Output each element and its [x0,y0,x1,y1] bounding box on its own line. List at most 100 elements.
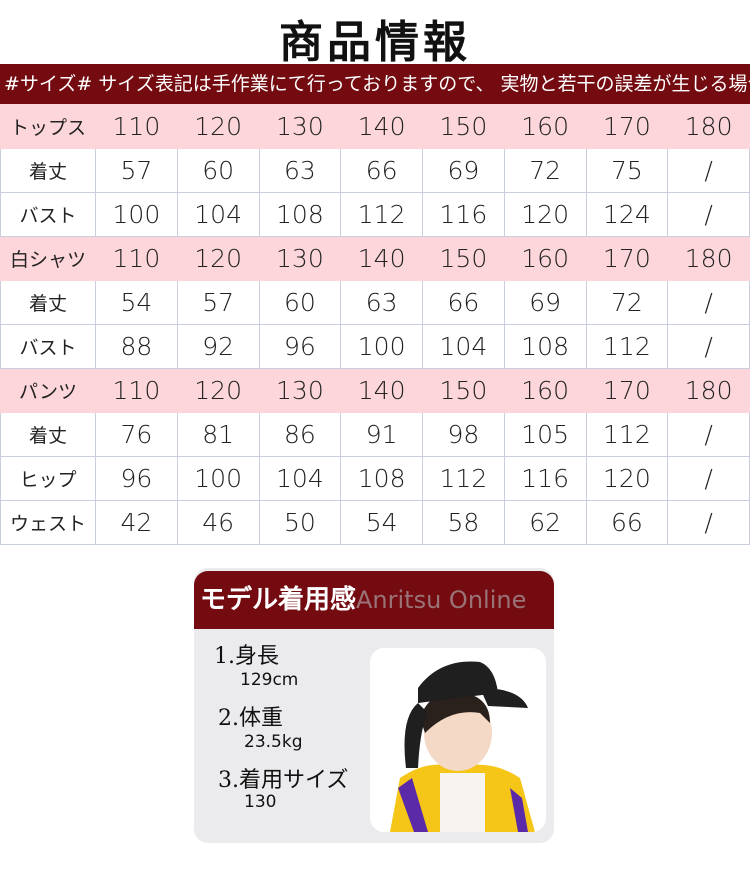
measurement-cell: 104 [258,456,342,501]
measurement-cell: 98 [422,412,505,457]
table-row: ヒップ 96 100 104 108 112 116 120/ [0,456,750,501]
size-table: トップス 110 120 130 140 150 160 170 180 着丈 57 60 63 66 69… [0,104,750,545]
size-header-row: パンツ 110 120 130 140 150 160 170 180 [0,368,750,413]
size-cell: 110 [95,236,178,281]
measurement-cell: 66 [585,500,669,545]
size-cell: 140 [340,236,423,281]
measurement-cell: / [667,280,750,325]
size-cell: 160 [503,368,587,413]
measurement-cell: 76 [95,412,178,457]
model-heading: モデル着用感 [200,585,357,615]
measurement-cell: 100 [95,192,178,237]
measurement-cell: 96 [95,456,178,501]
measurement-cell: 108 [340,456,423,501]
measurement-cell: 69 [503,280,587,325]
row-label: 着丈 [0,148,96,193]
table-row: バスト 100 104 108 112 116 120 124/ [0,192,750,237]
size-cell: 180 [667,104,750,149]
table-row: バスト 88 92 96 100 104 108 112/ [0,324,750,369]
measurement-cell: / [667,456,750,501]
measurement-cell: / [667,148,750,193]
measurement-cell: 66 [340,148,423,193]
measurement-cell: 104 [176,192,260,237]
size-cell: 150 [422,368,505,413]
measurement-cell: 54 [340,500,423,545]
measurement-cell: 42 [95,500,178,545]
measurement-cell: / [667,324,750,369]
size-cell: 130 [258,368,342,413]
size-value: 130 [244,792,277,812]
measurement-cell: 96 [258,324,342,369]
measurement-cell: 72 [585,280,669,325]
measurement-cell: 112 [585,324,669,369]
measurement-cell: 124 [585,192,669,237]
watermark-text: Anritsu Online [356,586,527,614]
size-cell: 140 [340,104,423,149]
size-cell: 110 [95,104,178,149]
measurement-cell: 66 [422,280,505,325]
size-cell: 150 [422,236,505,281]
measurement-cell: 88 [95,324,178,369]
measurement-cell: 116 [503,456,587,501]
measurement-cell: 60 [176,148,260,193]
measurement-cell: 112 [422,456,505,501]
measurement-cell: 100 [176,456,260,501]
measurement-cell: 105 [503,412,587,457]
measurement-cell: 69 [422,148,505,193]
size-notice-banner: #サイズ# サイズ表記は手作業にて行っておりますので、 実物と若干の誤差が生じる… [0,64,750,104]
row-label: パンツ [0,368,96,413]
measurement-cell: 75 [585,148,669,193]
measurement-cell: 112 [585,412,669,457]
size-cell: 160 [503,236,587,281]
size-cell: 180 [667,368,750,413]
weight-value: 23.5kg [244,732,303,752]
size-cell: 130 [258,104,342,149]
size-cell: 140 [340,368,423,413]
measurement-cell: 86 [258,412,342,457]
row-label: 白シャツ [0,236,96,281]
row-label: 着丈 [0,412,96,457]
size-cell: 120 [176,104,260,149]
row-label: ヒップ [0,456,96,501]
model-photo [370,648,546,832]
measurement-cell: 116 [422,192,505,237]
measurement-cell: 92 [176,324,260,369]
measurement-cell: 63 [258,148,342,193]
measurement-cell: 112 [340,192,423,237]
table-row: ウェスト 42 46 50 54 58 62 66/ [0,500,750,545]
row-label: トップス [0,104,96,149]
measurement-cell: 91 [340,412,423,457]
height-label: 1.身長 [214,644,279,669]
row-label: ウェスト [0,500,96,545]
size-header-row: 白シャツ 110 120 130 140 150 160 170 180 [0,236,750,281]
size-cell: 110 [95,368,178,413]
size-cell: 170 [585,104,669,149]
weight-label: 2.体重 [218,706,283,731]
measurement-cell: 104 [422,324,505,369]
measurement-cell: 81 [176,412,260,457]
size-cell: 170 [585,236,669,281]
model-header: モデル着用感Anritsu Online [194,571,554,629]
measurement-cell: 108 [503,324,587,369]
size-cell: 150 [422,104,505,149]
measurement-cell: / [667,192,750,237]
measurement-cell: 108 [258,192,342,237]
table-row: 着丈 57 60 63 66 69 72 75/ [0,148,750,193]
measurement-cell: 63 [340,280,423,325]
page-title: 商品情報 [279,17,471,68]
height-value: 129cm [240,670,299,690]
measurement-cell: 57 [95,148,178,193]
model-info-card: モデル着用感Anritsu Online 1.身長 129cm 2.体重 23.… [194,568,554,848]
size-label: 3.着用サイズ [218,768,349,793]
size-cell: 120 [176,236,260,281]
measurement-cell: 120 [503,192,587,237]
measurement-cell: 72 [503,148,587,193]
measurement-cell: 100 [340,324,423,369]
size-cell: 170 [585,368,669,413]
table-row: 着丈 54 57 60 63 66 69 72/ [0,280,750,325]
table-row: 着丈 76 81 86 91 98 105 112/ [0,412,750,457]
measurement-cell: 50 [258,500,342,545]
row-label: 着丈 [0,280,96,325]
row-label: バスト [0,324,96,369]
measurement-cell: 46 [176,500,260,545]
